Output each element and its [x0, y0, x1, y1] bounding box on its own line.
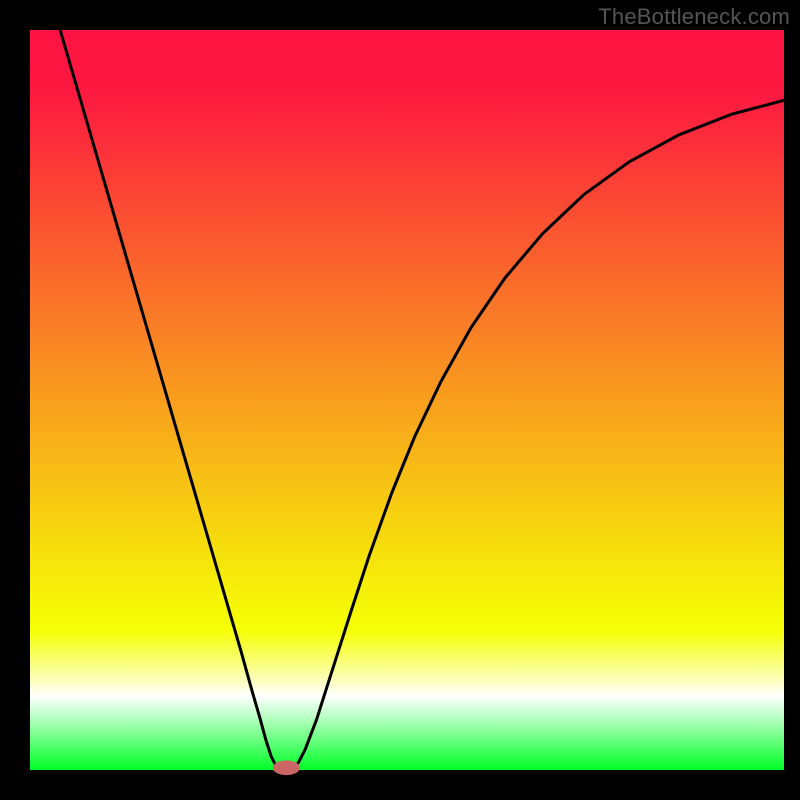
- minimum-marker: [273, 760, 300, 775]
- chart-container: TheBottleneck.com: [0, 0, 800, 800]
- plot-background: [30, 30, 784, 770]
- bottleneck-chart: [0, 0, 800, 800]
- watermark-text: TheBottleneck.com: [598, 4, 790, 30]
